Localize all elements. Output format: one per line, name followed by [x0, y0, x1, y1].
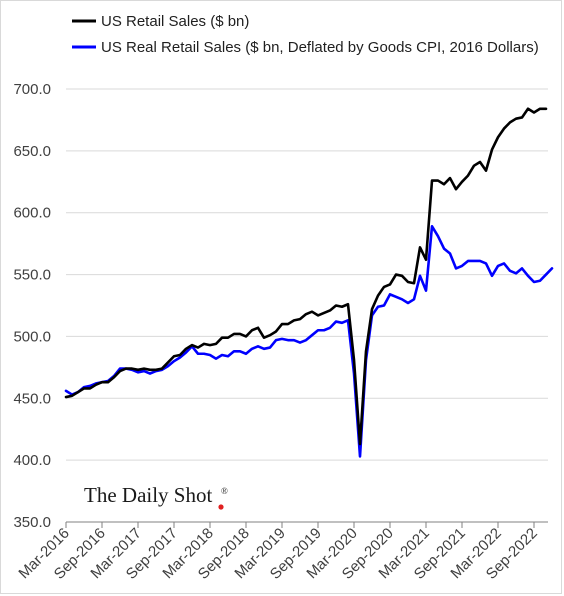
legend-label-real-retail-sales: US Real Retail Sales ($ bn, Deflated by …: [101, 39, 539, 56]
y-tick-label: 700.0: [13, 81, 51, 98]
brand-text: The Daily Shot: [84, 483, 212, 507]
y-tick-label: 600.0: [13, 205, 51, 222]
y-tick-label: 650.0: [13, 143, 51, 160]
gridlines: [66, 88, 548, 461]
brand-logo: The Daily Shot ®: [84, 483, 228, 510]
y-tick-label: 450.0: [13, 390, 51, 407]
series-lines: [64, 107, 554, 458]
legend: US Retail Sales ($ bn) US Real Retail Sa…: [72, 13, 539, 56]
y-tick-label: 550.0: [13, 267, 51, 284]
y-axis: 350.0 400.0 450.0 500.0 550.0 600.0 650.0 700.0: [13, 81, 51, 531]
y-tick-label: 350.0: [13, 514, 51, 531]
brand-dot-icon: [218, 504, 224, 510]
series-line-retail-sales: [64, 107, 548, 446]
legend-label-retail-sales: US Retail Sales ($ bn): [101, 13, 249, 30]
series-line-real-retail-sales: [64, 225, 554, 458]
y-tick-label: 500.0: [13, 328, 51, 345]
x-axis: Mar-2016Sep-2016Mar-2017Sep-2017Mar-2018…: [15, 521, 548, 583]
brand-registered-mark: ®: [221, 486, 228, 496]
y-tick-label: 400.0: [13, 452, 51, 469]
